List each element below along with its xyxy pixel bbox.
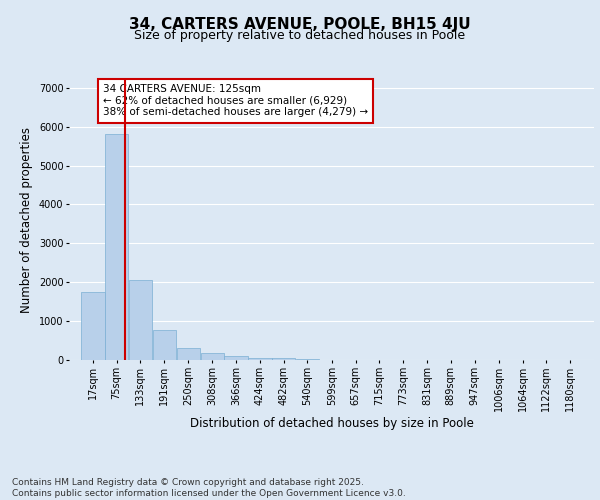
X-axis label: Distribution of detached houses by size in Poole: Distribution of detached houses by size …: [190, 416, 473, 430]
Bar: [296, 359, 319, 360]
Bar: [129, 280, 152, 360]
Text: 34, CARTERS AVENUE, POOLE, BH15 4JU: 34, CARTERS AVENUE, POOLE, BH15 4JU: [129, 18, 471, 32]
Y-axis label: Number of detached properties: Number of detached properties: [20, 127, 33, 313]
Bar: [81, 292, 104, 360]
Bar: [248, 358, 272, 360]
Bar: [152, 330, 176, 360]
Bar: [200, 354, 224, 360]
Text: Contains HM Land Registry data © Crown copyright and database right 2025.
Contai: Contains HM Land Registry data © Crown c…: [12, 478, 406, 498]
Text: Size of property relative to detached houses in Poole: Size of property relative to detached ho…: [134, 29, 466, 42]
Text: 34 CARTERS AVENUE: 125sqm
← 62% of detached houses are smaller (6,929)
38% of se: 34 CARTERS AVENUE: 125sqm ← 62% of detac…: [103, 84, 368, 117]
Bar: [272, 358, 295, 360]
Bar: [224, 356, 248, 360]
Bar: [177, 348, 200, 360]
Bar: [105, 134, 128, 360]
